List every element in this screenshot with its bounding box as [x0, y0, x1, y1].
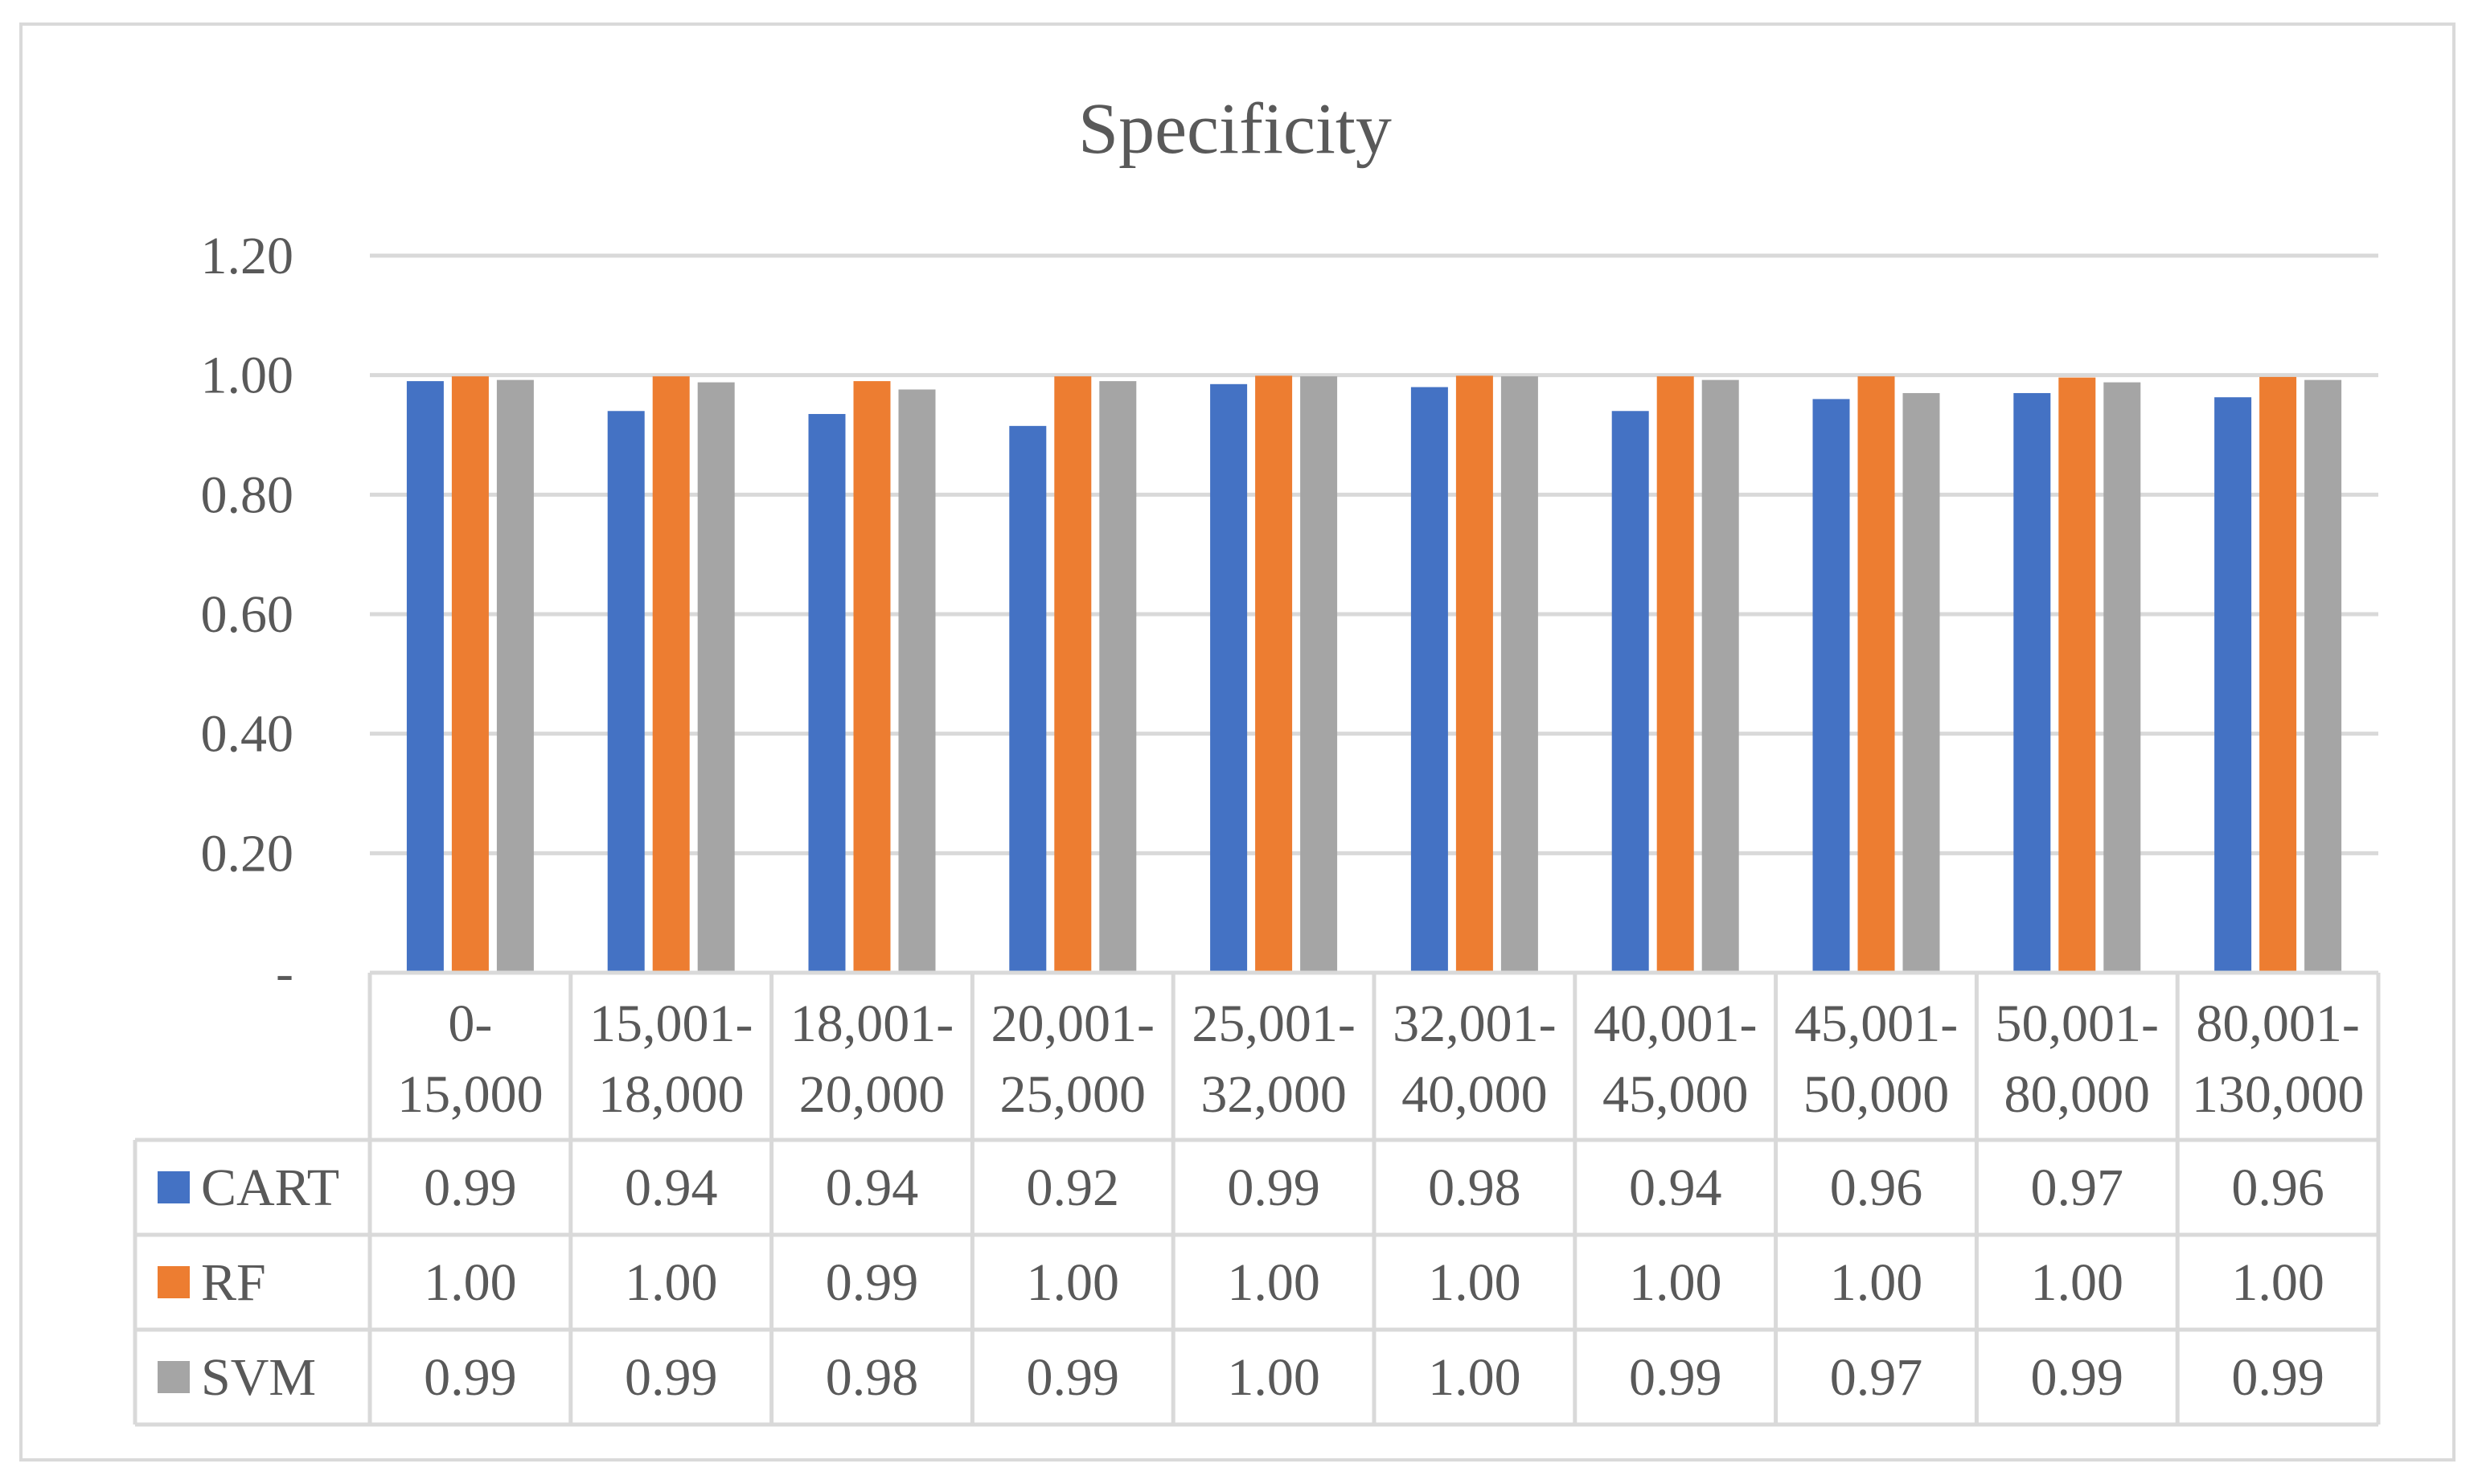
bar-cart	[1611, 411, 1649, 973]
bar-svm	[697, 382, 735, 973]
bar-cart	[1410, 387, 1448, 973]
bar-rf	[451, 376, 489, 973]
y-tick-label: 0.80	[201, 465, 294, 524]
bar-svm	[1500, 376, 1538, 973]
y-tick-label: 0.60	[201, 585, 294, 644]
data-label-cart: 0.92	[1027, 1158, 1120, 1217]
y-tick-label: 1.00	[201, 346, 294, 405]
bar-rf	[1857, 376, 1895, 973]
category-label: 15,001-	[589, 994, 753, 1053]
data-label-cart: 0.94	[1629, 1158, 1722, 1217]
data-label-cart: 0.96	[1830, 1158, 1923, 1217]
y-axis-ticks: - 0.20 0.40 0.60 0.80 1.00 1.20	[201, 227, 294, 1002]
category-label: 0-	[448, 994, 492, 1053]
data-label-svm: 1.00	[1428, 1348, 1521, 1407]
data-label-svm: 0.99	[625, 1348, 718, 1407]
bar-svm	[496, 379, 534, 973]
category-label: 50,001-	[1996, 994, 2159, 1053]
chart-title: Specificity	[1078, 89, 1392, 169]
legend-label-rf: RF	[201, 1253, 266, 1312]
bar-rf	[853, 381, 891, 974]
category-label: 20,000	[799, 1065, 946, 1124]
bar-cart	[1009, 425, 1047, 973]
bar-cart	[406, 381, 444, 974]
bar-rf	[652, 376, 690, 973]
bars	[406, 375, 2342, 974]
data-label-svm: 0.99	[1027, 1348, 1120, 1407]
bar-rf	[1054, 376, 1092, 973]
bar-cart	[2013, 392, 2051, 973]
data-label-svm: 0.99	[2031, 1348, 2124, 1407]
category-label: 18,001-	[790, 994, 954, 1053]
bar-rf	[1656, 376, 1694, 973]
y-tick-label: -	[276, 944, 293, 1002]
bar-svm	[1099, 381, 1137, 974]
data-label-cart: 0.98	[1428, 1158, 1521, 1217]
data-label-svm: 1.00	[1227, 1348, 1320, 1407]
category-label: 40,000	[1401, 1065, 1548, 1124]
data-label-rf: 1.00	[1027, 1253, 1120, 1312]
category-label: 80,000	[2004, 1065, 2151, 1124]
bar-rf	[2058, 377, 2096, 973]
bar-svm	[1902, 392, 1940, 973]
category-label: 32,000	[1200, 1065, 1347, 1124]
y-tick-label: 0.40	[201, 705, 294, 764]
bar-cart	[2214, 397, 2252, 973]
data-label-cart: 0.99	[424, 1158, 517, 1217]
category-label: 20,001-	[991, 994, 1155, 1053]
data-label-rf: 1.00	[2031, 1253, 2124, 1312]
bar-rf	[1455, 375, 1493, 973]
data-label-rf: 0.99	[826, 1253, 919, 1312]
category-label: 130,000	[2192, 1065, 2365, 1124]
bar-cart	[1812, 399, 1850, 973]
data-label-svm: 0.99	[2231, 1348, 2324, 1407]
legend-swatch-cart	[158, 1171, 190, 1203]
data-label-cart: 0.99	[1227, 1158, 1320, 1217]
bar-svm	[2304, 379, 2342, 973]
data-label-rf: 1.00	[2231, 1253, 2324, 1312]
category-label: 50,000	[1803, 1065, 1950, 1124]
data-label-rf: 1.00	[1227, 1253, 1320, 1312]
category-label: 32,001-	[1393, 994, 1556, 1053]
category-label: 25,001-	[1192, 994, 1355, 1053]
bar-cart	[1210, 383, 1248, 974]
bar-svm	[2103, 382, 2141, 973]
data-label-svm: 0.99	[424, 1348, 517, 1407]
legend-swatch-rf	[158, 1266, 190, 1298]
bar-svm	[1701, 379, 1739, 973]
bar-cart	[808, 413, 846, 973]
data-table: 0- 15,000 15,001- 18,000 18,001- 20,000 20,001…	[133, 970, 2381, 1427]
data-label-cart: 0.97	[2031, 1158, 2124, 1217]
bar-rf	[1255, 375, 1293, 973]
category-label: 18,000	[598, 1065, 745, 1124]
legend-swatch-svm	[158, 1361, 190, 1393]
data-label-rf: 1.00	[1629, 1253, 1722, 1312]
category-label: 45,001-	[1795, 994, 1958, 1053]
bar-rf	[2259, 376, 2297, 973]
bar-svm	[1300, 376, 1338, 973]
y-tick-label: 0.20	[201, 824, 294, 883]
data-label-rf: 1.00	[625, 1253, 718, 1312]
data-label-cart: 0.94	[826, 1158, 919, 1217]
data-label-cart: 0.96	[2231, 1158, 2324, 1217]
data-label-rf: 1.00	[1830, 1253, 1923, 1312]
bar-cart	[607, 411, 645, 973]
data-label-rf: 1.00	[424, 1253, 517, 1312]
legend-label-svm: SVM	[201, 1348, 316, 1407]
data-label-svm: 0.99	[1629, 1348, 1722, 1407]
category-label: 25,000	[1000, 1065, 1147, 1124]
legend-label-cart: CART	[201, 1158, 339, 1217]
data-label-svm: 0.98	[826, 1348, 919, 1407]
y-tick-label: 1.20	[201, 227, 294, 285]
category-label: 15,000	[397, 1065, 544, 1124]
data-label-svm: 0.97	[1830, 1348, 1923, 1407]
category-label: 40,001-	[1594, 994, 1757, 1053]
data-label-rf: 1.00	[1428, 1253, 1521, 1312]
data-label-cart: 0.94	[625, 1158, 718, 1217]
category-label: 45,000	[1602, 1065, 1749, 1124]
bar-svm	[898, 389, 936, 973]
category-label: 80,001-	[2196, 994, 2359, 1053]
